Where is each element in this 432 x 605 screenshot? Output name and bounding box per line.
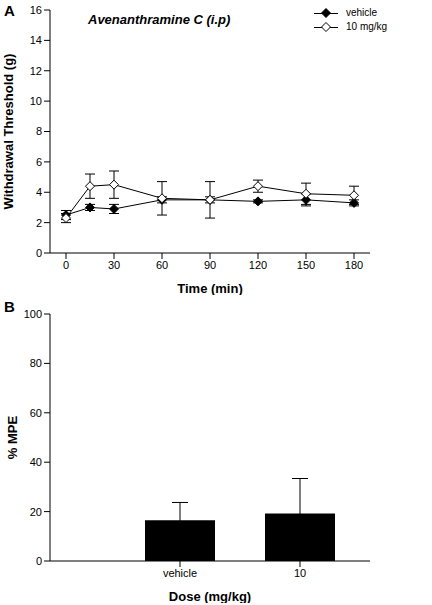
svg-text:Withdrawal Threshold (g): Withdrawal Threshold (g) [8,54,16,210]
svg-text:2: 2 [36,217,42,229]
svg-text:16: 16 [30,4,42,16]
svg-text:Time (min): Time (min) [177,281,243,295]
svg-text:10: 10 [294,567,306,579]
svg-text:14: 14 [30,34,42,46]
svg-text:40: 40 [30,456,42,468]
svg-text:10: 10 [30,95,42,107]
html-text:A: A [4,2,15,19]
svg-text:0: 0 [63,259,69,271]
svg-text:150: 150 [297,259,315,271]
svg-text:60: 60 [156,259,168,271]
svg-text:60: 60 [30,407,42,419]
svg-text:Dose (mg/kg): Dose (mg/kg) [169,589,251,603]
html-text:vehicle: vehicle [346,7,378,18]
svg-text:vehicle: vehicle [163,567,197,579]
html-text:B: B [4,298,15,315]
svg-text:6: 6 [36,156,42,168]
svg-text:20: 20 [30,506,42,518]
svg-text:0: 0 [36,555,42,567]
svg-text:100: 100 [24,308,42,320]
svg-text:30: 30 [108,259,120,271]
svg-text:4: 4 [36,186,42,198]
svg-text:0: 0 [36,247,42,259]
svg-text:120: 120 [249,259,267,271]
svg-text:180: 180 [345,259,363,271]
svg-text:12: 12 [30,65,42,77]
svg-text:% MPE: % MPE [8,416,20,460]
html-text:Avenanthramine C (i.p): Avenanthramine C (i.p) [88,12,231,27]
svg-text:90: 90 [204,259,216,271]
html-text:10 mg/kg: 10 mg/kg [346,21,388,32]
svg-text:8: 8 [36,125,42,137]
svg-text:80: 80 [30,357,42,369]
